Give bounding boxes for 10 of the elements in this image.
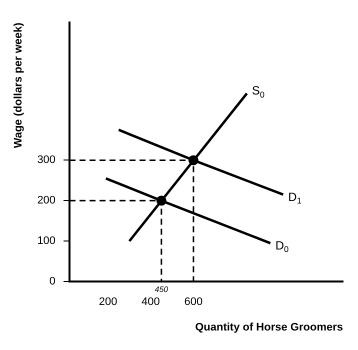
y-tick-label: 300 [37,154,56,166]
x-tick-label: 200 [98,296,118,308]
y-axis-title: Wage (dollars per week) [12,22,25,148]
annotation: 450 [154,284,169,294]
x-axis-title: Quantity of Horse Groomers [195,321,343,334]
x-tick-label: 400 [142,296,160,308]
y-tick-label: 200 [37,194,56,207]
x-tick-label: 600 [184,296,203,308]
y-tick-label: 0 [49,276,56,288]
y-tick-label: 100 [37,235,56,248]
